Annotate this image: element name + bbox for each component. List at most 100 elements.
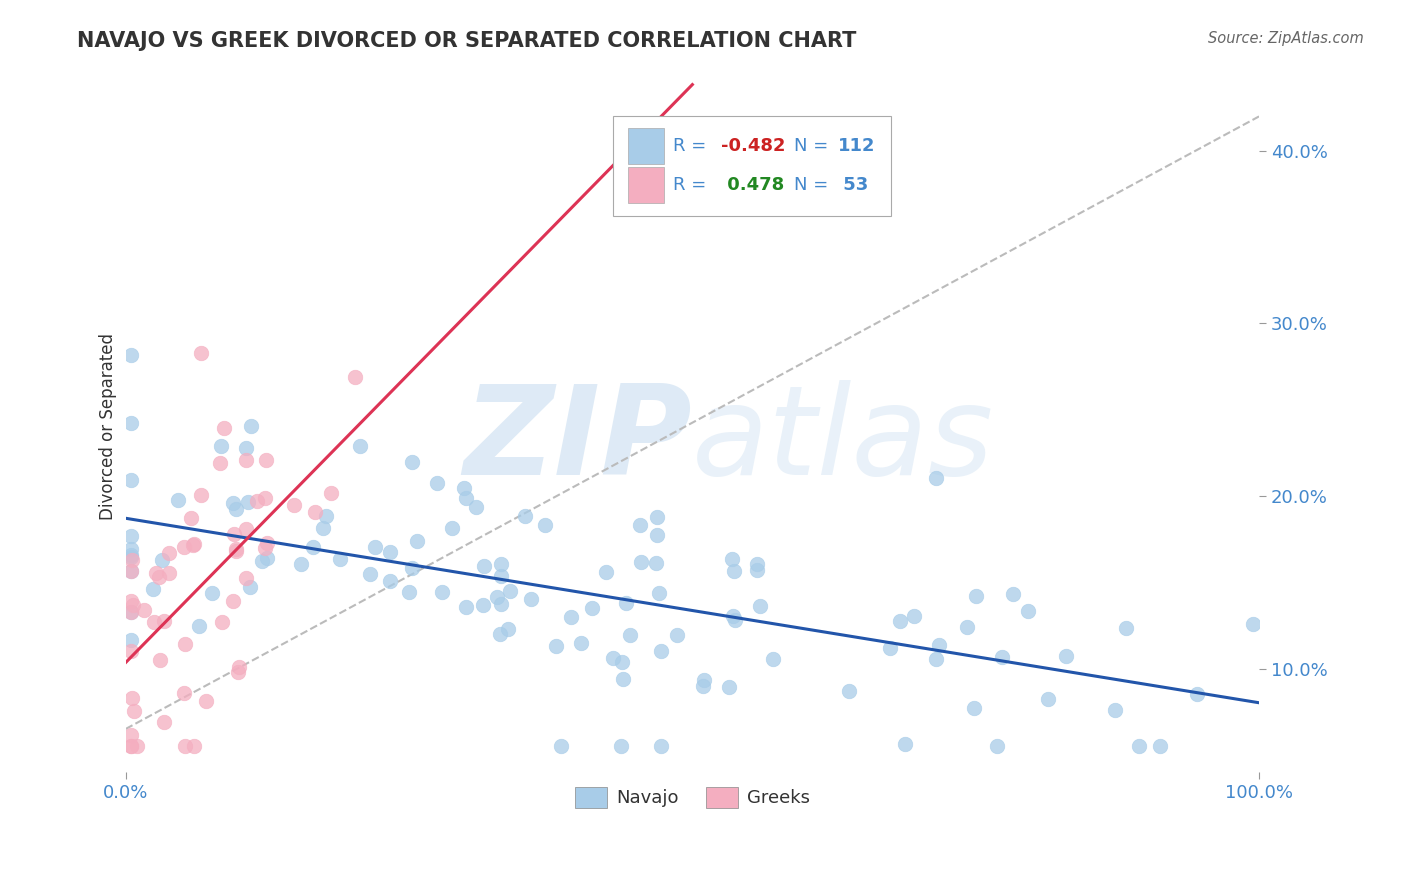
Point — [426, 476, 449, 491]
Point — [546, 639, 568, 653]
Point — [1115, 621, 1137, 635]
Point — [472, 558, 495, 573]
Point — [256, 536, 278, 550]
Point — [1128, 739, 1150, 754]
FancyBboxPatch shape — [613, 117, 891, 217]
Point — [398, 585, 420, 599]
Legend: Navajo, Greeks: Navajo, Greeks — [568, 780, 817, 814]
Point — [120, 594, 142, 608]
Point — [441, 520, 464, 534]
Text: N =: N = — [794, 177, 834, 194]
Point — [319, 486, 342, 500]
Point — [235, 442, 257, 456]
Point — [187, 619, 209, 633]
Point — [120, 644, 142, 658]
Point — [453, 481, 475, 495]
Point — [190, 488, 212, 502]
Point — [283, 498, 305, 512]
Point — [120, 549, 142, 563]
Point — [721, 552, 744, 566]
Point — [1149, 739, 1171, 754]
Point — [602, 650, 624, 665]
Text: R =: R = — [673, 177, 711, 194]
Point — [246, 494, 269, 508]
Point — [650, 739, 672, 754]
Point — [180, 510, 202, 524]
Point — [838, 684, 860, 698]
Point — [120, 728, 142, 742]
Point — [560, 609, 582, 624]
Point — [120, 605, 142, 619]
Point — [630, 555, 652, 569]
Point — [122, 598, 145, 612]
Point — [595, 565, 617, 579]
Point — [519, 591, 541, 606]
Point — [454, 491, 477, 505]
Point — [315, 509, 337, 524]
Point — [965, 589, 987, 603]
Point — [471, 599, 494, 613]
Point — [183, 739, 205, 754]
Point — [173, 637, 195, 651]
Point — [364, 540, 387, 554]
Point — [120, 473, 142, 487]
Text: 112: 112 — [838, 137, 875, 155]
Point — [747, 563, 769, 577]
Text: R =: R = — [673, 137, 711, 155]
Point — [120, 348, 142, 362]
Point — [432, 585, 454, 599]
Point — [405, 534, 427, 549]
Point — [645, 509, 668, 524]
Point — [990, 649, 1012, 664]
Point — [225, 544, 247, 558]
Point — [650, 644, 672, 658]
Point — [648, 585, 671, 599]
Text: -0.482: -0.482 — [721, 137, 785, 155]
Y-axis label: Divorced or Separated: Divorced or Separated — [100, 334, 117, 521]
Point — [225, 501, 247, 516]
Text: N =: N = — [794, 137, 834, 155]
Point — [456, 599, 478, 614]
Point — [666, 628, 689, 642]
Point — [721, 609, 744, 624]
Point — [486, 590, 509, 604]
Point — [380, 574, 402, 589]
Point — [167, 492, 190, 507]
Point — [489, 627, 512, 641]
Point — [228, 659, 250, 673]
Point — [645, 556, 668, 570]
Point — [159, 546, 181, 560]
FancyBboxPatch shape — [627, 168, 664, 203]
Point — [254, 491, 277, 506]
Text: atlas: atlas — [692, 380, 994, 501]
Point — [569, 636, 592, 650]
Point — [228, 665, 250, 679]
Point — [499, 584, 522, 599]
Point — [619, 628, 641, 642]
Point — [329, 551, 352, 566]
Text: 0.478: 0.478 — [721, 177, 785, 194]
Point — [1017, 604, 1039, 618]
Point — [534, 518, 557, 533]
Point — [724, 613, 747, 627]
Point — [201, 586, 224, 600]
Point — [214, 421, 236, 435]
Point — [963, 700, 986, 714]
Point — [181, 538, 204, 552]
Point — [550, 739, 572, 754]
Point — [142, 582, 165, 597]
Point — [120, 605, 142, 619]
Point — [401, 455, 423, 469]
Point — [718, 680, 741, 694]
Point — [344, 370, 367, 384]
Point — [1241, 617, 1264, 632]
Point — [928, 638, 950, 652]
Point — [747, 558, 769, 572]
Point — [628, 517, 651, 532]
Point — [235, 522, 257, 536]
Point — [748, 599, 770, 613]
Point — [692, 679, 714, 693]
Point — [121, 691, 143, 706]
Point — [498, 622, 520, 636]
Point — [194, 694, 217, 708]
